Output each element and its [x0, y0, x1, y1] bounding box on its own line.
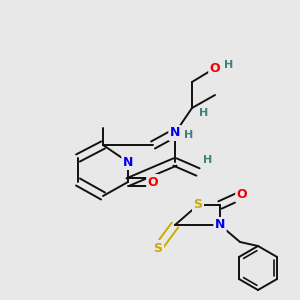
- Text: H: H: [224, 60, 234, 70]
- Text: O: O: [148, 176, 158, 188]
- Text: H: H: [203, 155, 213, 165]
- Text: O: O: [210, 61, 220, 74]
- Text: S: S: [194, 199, 202, 212]
- Text: S: S: [154, 242, 163, 254]
- Text: N: N: [123, 155, 133, 169]
- Text: N: N: [170, 127, 180, 140]
- Text: O: O: [237, 188, 247, 202]
- Text: H: H: [184, 130, 194, 140]
- Text: H: H: [200, 108, 208, 118]
- Text: N: N: [215, 218, 225, 232]
